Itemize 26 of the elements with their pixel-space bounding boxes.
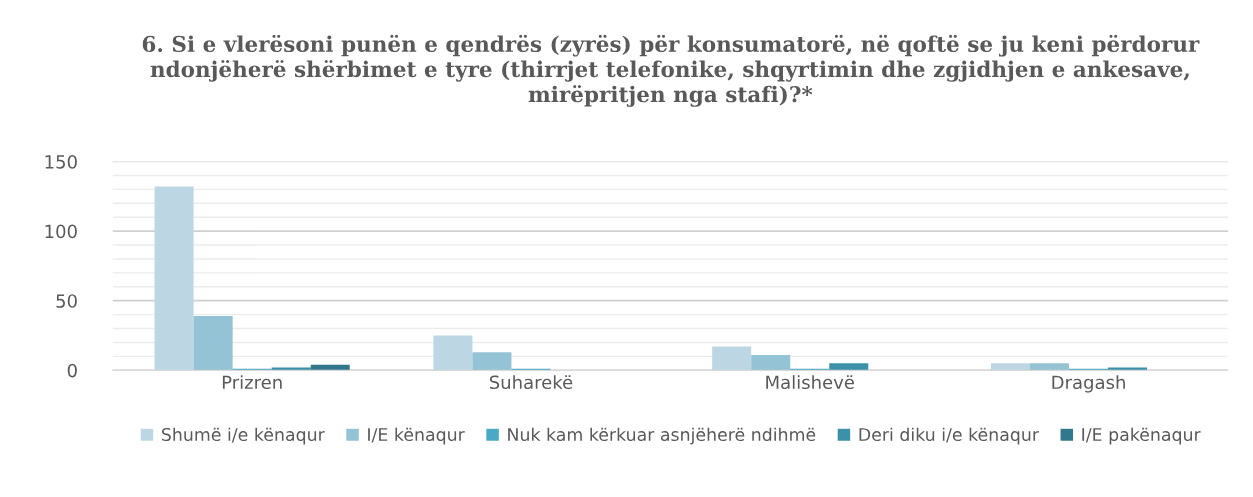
bar <box>829 363 869 371</box>
bar <box>712 346 752 371</box>
chart-title: 6. Si e vlerësoni punën e qendrës (zyrës) për konsumatorë, në qoftë se ju keni përdorur ndonjëherë shërbimet e tyre (thirrjet telefonike, shqyrtimin dhe zgjidhjen e ankesave, mirëpritjen nga stafi)?* <box>142 34 1200 107</box>
bar <box>310 364 350 371</box>
bar <box>751 354 791 371</box>
bar <box>271 367 311 371</box>
bar <box>154 186 194 371</box>
bar <box>1030 363 1070 371</box>
x-tick-label: Dragash <box>1052 375 1125 393</box>
legend-label: I/E pakënaqur <box>1082 427 1201 445</box>
x-tick-label: Prizren <box>222 375 282 390</box>
bar <box>433 335 473 371</box>
y-tick-label: 150 <box>45 154 77 169</box>
legend-label: Nuk kam kërkuar asnjëherë ndihmë <box>508 427 816 445</box>
bar <box>1108 367 1148 371</box>
legend-label: I/E kënaqur <box>368 427 465 445</box>
bar <box>472 352 512 371</box>
y-tick-label: 50 <box>56 294 77 308</box>
y-tick-label: 0 <box>67 363 77 378</box>
x-tick-label: Malishevë <box>766 375 854 390</box>
bar <box>193 315 233 371</box>
y-tick-label: 100 <box>45 224 77 239</box>
legend-label: Deri diku i/e kënaqur <box>859 427 1040 445</box>
legend-label: Shumë i/e kënaqur <box>161 427 325 445</box>
bar <box>990 363 1030 371</box>
x-tick-label: Suharekë <box>489 375 573 390</box>
